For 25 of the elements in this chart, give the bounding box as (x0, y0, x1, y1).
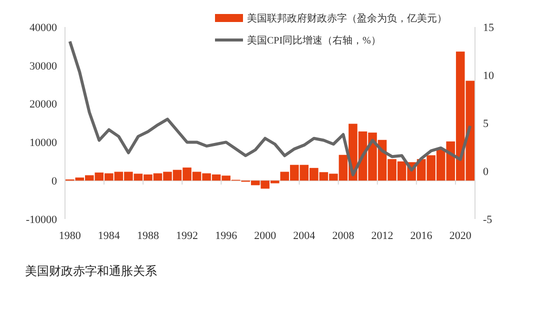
text: 美国财政赤字和通胀关系 (25, 264, 157, 278)
y-tick-label: -10000 (26, 214, 58, 226)
y2-tick-label: 0 (483, 166, 489, 178)
y-tick-label: 40000 (30, 22, 58, 34)
y-tick-label: 20000 (30, 98, 58, 111)
x-tick-label: 1984 (98, 230, 120, 242)
legend-label: 美国CPI同比增速（右轴，%） (247, 34, 381, 46)
x-tick-label: 2000 (254, 230, 277, 242)
y2-tick-label: 10 (483, 70, 494, 82)
y-tick-label: 30000 (30, 60, 58, 72)
x-tick-label: 2008 (332, 230, 355, 242)
x-tick-label: 1980 (58, 230, 82, 242)
y-tick-label: 0 (52, 175, 58, 188)
y2-tick-label: 5 (483, 118, 489, 130)
y2-tick-label: -5 (483, 214, 493, 226)
x-tick-label: 1996 (215, 230, 238, 242)
legend-label: 美国联邦政府财政赤字（盈余为负，亿美元） (247, 12, 447, 24)
x-tick-label: 1992 (176, 230, 198, 242)
y2-tick-label: 15 (483, 22, 494, 34)
x-tick-label: 2020 (449, 230, 472, 242)
x-tick-label: 2012 (371, 230, 394, 242)
x-tick-label: 2004 (293, 230, 316, 242)
x-tick-label: 1988 (136, 230, 160, 242)
y-tick-label: 10000 (30, 137, 58, 150)
x-tick-label: 2016 (410, 230, 433, 242)
